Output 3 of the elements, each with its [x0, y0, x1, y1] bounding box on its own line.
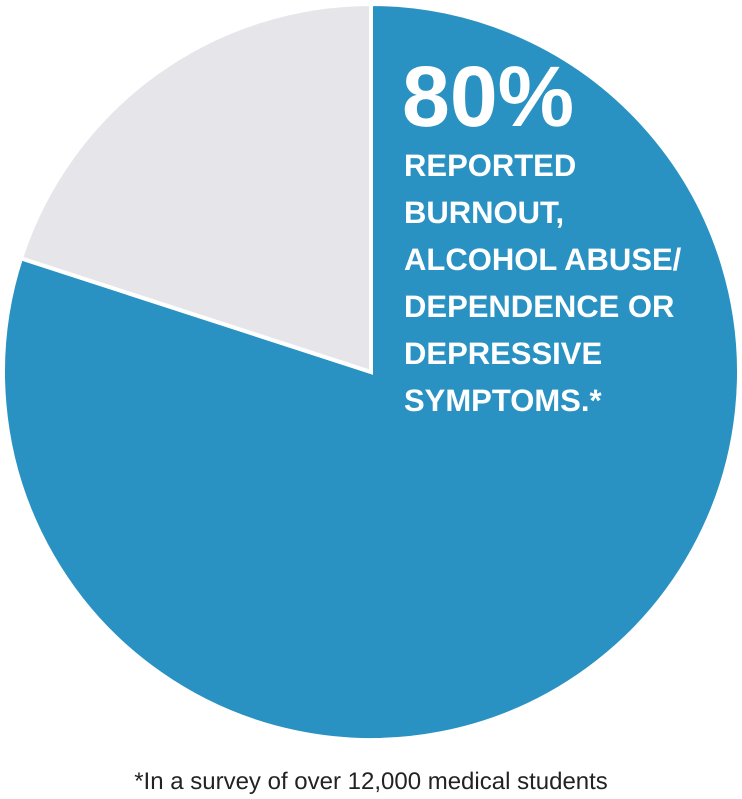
slice-label: REPORTED BURNOUT, ALCOHOL ABUSE/ DEPENDENCE OR DEPRESSIVE SYMPTOMS.* [404, 148, 682, 418]
text: *In a survey of over 12,000 medical students [134, 768, 608, 795]
data-label: 80% [402, 49, 574, 145]
